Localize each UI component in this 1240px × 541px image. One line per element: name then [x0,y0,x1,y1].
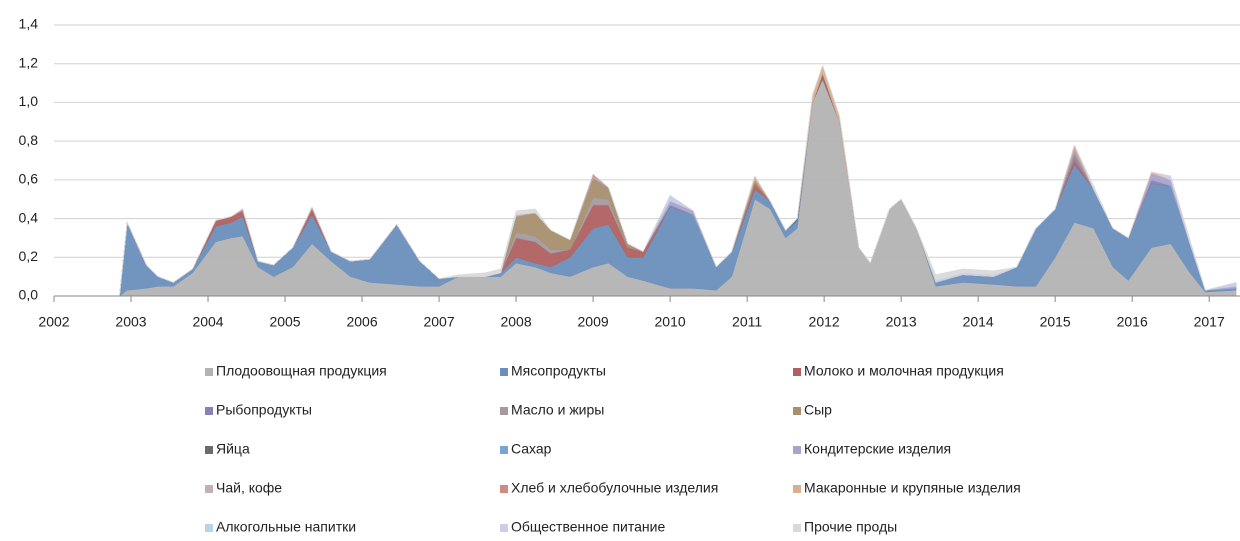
area [119,64,1237,297]
legend-label: Рыбопродукты [216,402,312,418]
legend-swatch [500,524,508,532]
x-tick-label: 2006 [346,314,377,330]
x-tick-label: 2010 [655,314,686,330]
x-tick-label: 2015 [1040,314,1071,330]
y-tick-label: 0,0 [19,287,39,303]
legend-label: Масло и жиры [511,402,604,418]
legend-label: Сахар [511,441,552,457]
legend-swatch [205,446,213,454]
legend-swatch [793,485,801,493]
legend-swatch [793,368,801,376]
y-tick-label: 0,2 [19,248,39,264]
legend-label: Плодоовощная продукция [216,363,387,379]
x-tick-label: 2003 [115,314,146,330]
x-tick-label: 2012 [809,314,840,330]
x-tick-label: 2009 [578,314,609,330]
legend-label: Макаронные и крупяные изделия [804,480,1021,496]
legend-label: Мясопродукты [511,363,606,379]
x-tick-label: 2008 [500,314,531,330]
legend-swatch [205,368,213,376]
x-tick-label: 2005 [269,314,300,330]
x-tick-label: 2017 [1194,314,1225,330]
legend-swatch [500,368,508,376]
legend-swatch [500,446,508,454]
y-tick-label: 1,2 [19,54,39,70]
legend-swatch [500,407,508,415]
legend-swatch [793,524,801,532]
legend-label: Хлеб и хлебобулочные изделия [511,480,718,496]
legend-swatch [205,524,213,532]
legend-swatch [205,485,213,493]
legend-label: Кондитерские изделия [804,441,951,457]
legend-label: Сыр [804,402,832,418]
legend-swatch [500,485,508,493]
legend-label: Чай, кофе [216,480,282,496]
legend-label: Общественное питание [511,519,665,535]
legend-label: Молоко и молочная продукция [804,363,1004,379]
legend-swatch [793,446,801,454]
legend-label: Прочие проды [804,519,897,535]
legend-label: Алкогольные напитки [216,519,356,535]
legend-label: Яйца [216,441,250,457]
legend-swatch [793,407,801,415]
x-tick-label: 2016 [1117,314,1148,330]
y-tick-label: 0,8 [19,132,39,148]
y-tick-label: 1,0 [19,93,39,109]
x-tick-label: 2014 [963,314,994,330]
legend-swatch [205,407,213,415]
x-tick-label: 2004 [192,314,223,330]
y-tick-label: 0,4 [19,209,39,225]
x-tick-label: 2002 [38,314,69,330]
x-tick-label: 2011 [732,314,762,330]
y-tick-label: 0,6 [19,171,39,187]
x-tick-label: 2013 [886,314,917,330]
y-tick-label: 1,4 [19,16,39,32]
x-tick-label: 2007 [423,314,454,330]
